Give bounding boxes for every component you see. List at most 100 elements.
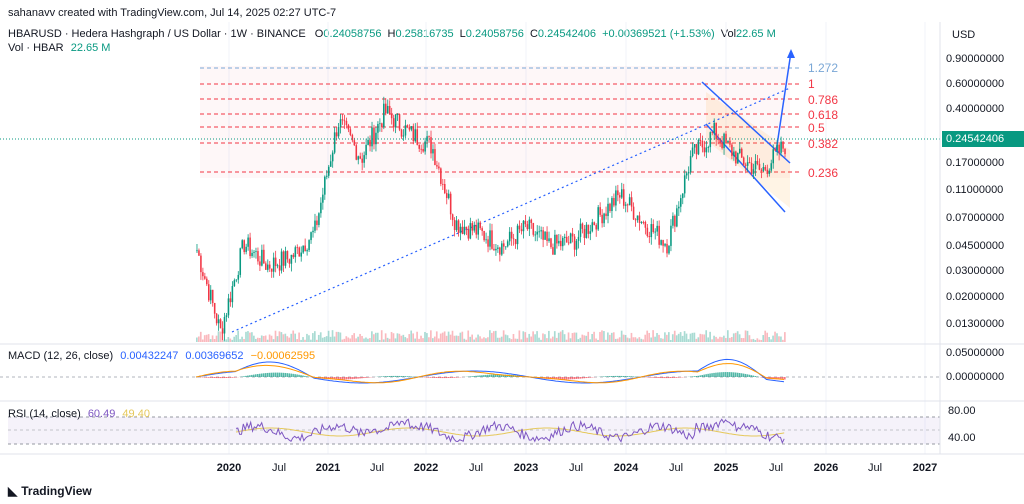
volume-bar bbox=[630, 332, 633, 342]
volume-bar bbox=[453, 335, 456, 342]
rsi-legend[interactable]: RSI (14, close) 60.49 49.40 bbox=[8, 408, 150, 420]
candle-body bbox=[510, 231, 513, 239]
candle-body bbox=[717, 139, 719, 141]
volume-bar bbox=[725, 338, 727, 342]
volume-bar bbox=[719, 336, 721, 342]
volume-bar bbox=[302, 337, 304, 342]
candle-body bbox=[676, 208, 678, 227]
volume-bar bbox=[636, 338, 639, 342]
volume-bar bbox=[498, 337, 501, 342]
macd-hist-bar bbox=[752, 375, 755, 377]
candle-body bbox=[233, 280, 236, 287]
volume-bar bbox=[569, 338, 572, 342]
symbol-legend[interactable]: HBARUSD · Hedera Hashgraph / US Dollar ·… bbox=[8, 28, 776, 40]
candle-body bbox=[404, 125, 407, 136]
macd-signal-value: 0.00369652 bbox=[185, 350, 244, 362]
volume-bar bbox=[766, 332, 768, 342]
candle-body bbox=[430, 137, 432, 154]
candle-body bbox=[776, 144, 778, 151]
low-label: L bbox=[459, 28, 466, 40]
volume-bar bbox=[780, 336, 782, 342]
candle-body bbox=[432, 149, 434, 154]
volume-bar bbox=[276, 336, 279, 342]
candle-body bbox=[386, 105, 389, 114]
projection-arrow bbox=[775, 51, 792, 153]
volume-bar bbox=[679, 332, 682, 342]
volume-bar bbox=[331, 330, 334, 342]
macd-hist-bar bbox=[719, 372, 721, 377]
macd-hist-bar bbox=[443, 377, 446, 379]
watermark: sahanavv created with TradingView.com, J… bbox=[8, 7, 337, 19]
candle-body bbox=[680, 198, 682, 207]
candle-body bbox=[778, 144, 780, 153]
volume-bar bbox=[585, 335, 588, 342]
candle-body bbox=[259, 261, 261, 266]
volume-bar bbox=[461, 331, 464, 342]
candle-body bbox=[638, 215, 641, 223]
change-value: +0.00369521 (+1.53%) bbox=[602, 28, 715, 40]
macd-hist-bar bbox=[207, 377, 210, 378]
volume-legend[interactable]: Vol · HBAR 22.65 M bbox=[8, 42, 110, 54]
volume-bar bbox=[459, 332, 462, 342]
macd-hist-bar bbox=[782, 377, 784, 380]
macd-hist-bar bbox=[609, 376, 611, 377]
candle-body bbox=[424, 141, 426, 152]
volume-bar bbox=[546, 338, 548, 342]
x-axis-tick: Jul bbox=[271, 462, 287, 474]
macd-hist-bar bbox=[451, 377, 454, 378]
macd-hist-bar bbox=[428, 377, 430, 378]
volume-bar bbox=[412, 333, 414, 342]
low-value: 0.24058756 bbox=[465, 28, 524, 40]
volume-bar bbox=[253, 335, 255, 342]
volume-bar bbox=[782, 339, 784, 342]
volume-bar bbox=[207, 334, 210, 342]
candle-body bbox=[522, 220, 525, 232]
volume-bar bbox=[402, 334, 405, 342]
tradingview-logo[interactable]: ◣ TradingView bbox=[8, 484, 92, 498]
candle-body bbox=[599, 207, 601, 215]
candle-body bbox=[662, 240, 664, 246]
volume-bar bbox=[325, 336, 328, 342]
vol-label: Vol bbox=[720, 28, 737, 40]
volume-bar bbox=[201, 339, 204, 342]
candle-body bbox=[202, 272, 204, 277]
volume-bar bbox=[618, 337, 621, 342]
macd-hist-bar bbox=[551, 377, 554, 380]
volume-bar bbox=[406, 338, 409, 342]
macd-legend[interactable]: MACD (12, 26, close) 0.00432247 0.003696… bbox=[8, 350, 315, 362]
candle-body bbox=[445, 193, 448, 199]
volume-bar bbox=[624, 334, 627, 342]
candle-body bbox=[235, 279, 238, 281]
candle-body bbox=[536, 231, 538, 235]
macd-hist-bar bbox=[500, 374, 503, 377]
channel-fill bbox=[706, 92, 790, 208]
candle-body bbox=[219, 319, 222, 329]
volume-bar bbox=[435, 331, 438, 342]
volume-bar bbox=[473, 339, 475, 342]
volume-bar bbox=[457, 335, 460, 342]
candle-body bbox=[583, 228, 586, 238]
volume-bar bbox=[414, 338, 416, 342]
close-value: 0.24542406 bbox=[537, 28, 597, 40]
candle-body bbox=[634, 219, 637, 221]
candle-body bbox=[752, 169, 755, 174]
volume-bar bbox=[693, 332, 696, 342]
volume-bar bbox=[483, 337, 485, 342]
candle-body bbox=[208, 284, 210, 301]
macd-hist-bar bbox=[390, 375, 393, 377]
macd-hist-bar bbox=[662, 377, 664, 379]
candle-body bbox=[544, 231, 546, 240]
x-axis-tick: Jul bbox=[369, 462, 385, 474]
currency-label: USD bbox=[952, 29, 976, 41]
candle-body bbox=[369, 139, 371, 147]
candle-body bbox=[607, 203, 609, 217]
macd-hist-bar bbox=[492, 374, 495, 377]
volume-bar bbox=[524, 332, 527, 342]
volume-bar bbox=[534, 334, 536, 342]
candle-body bbox=[337, 127, 340, 137]
x-axis-tick: Jul bbox=[568, 462, 584, 474]
candle-body bbox=[756, 160, 759, 164]
volume-bar bbox=[599, 331, 601, 342]
candle-body bbox=[398, 114, 401, 130]
